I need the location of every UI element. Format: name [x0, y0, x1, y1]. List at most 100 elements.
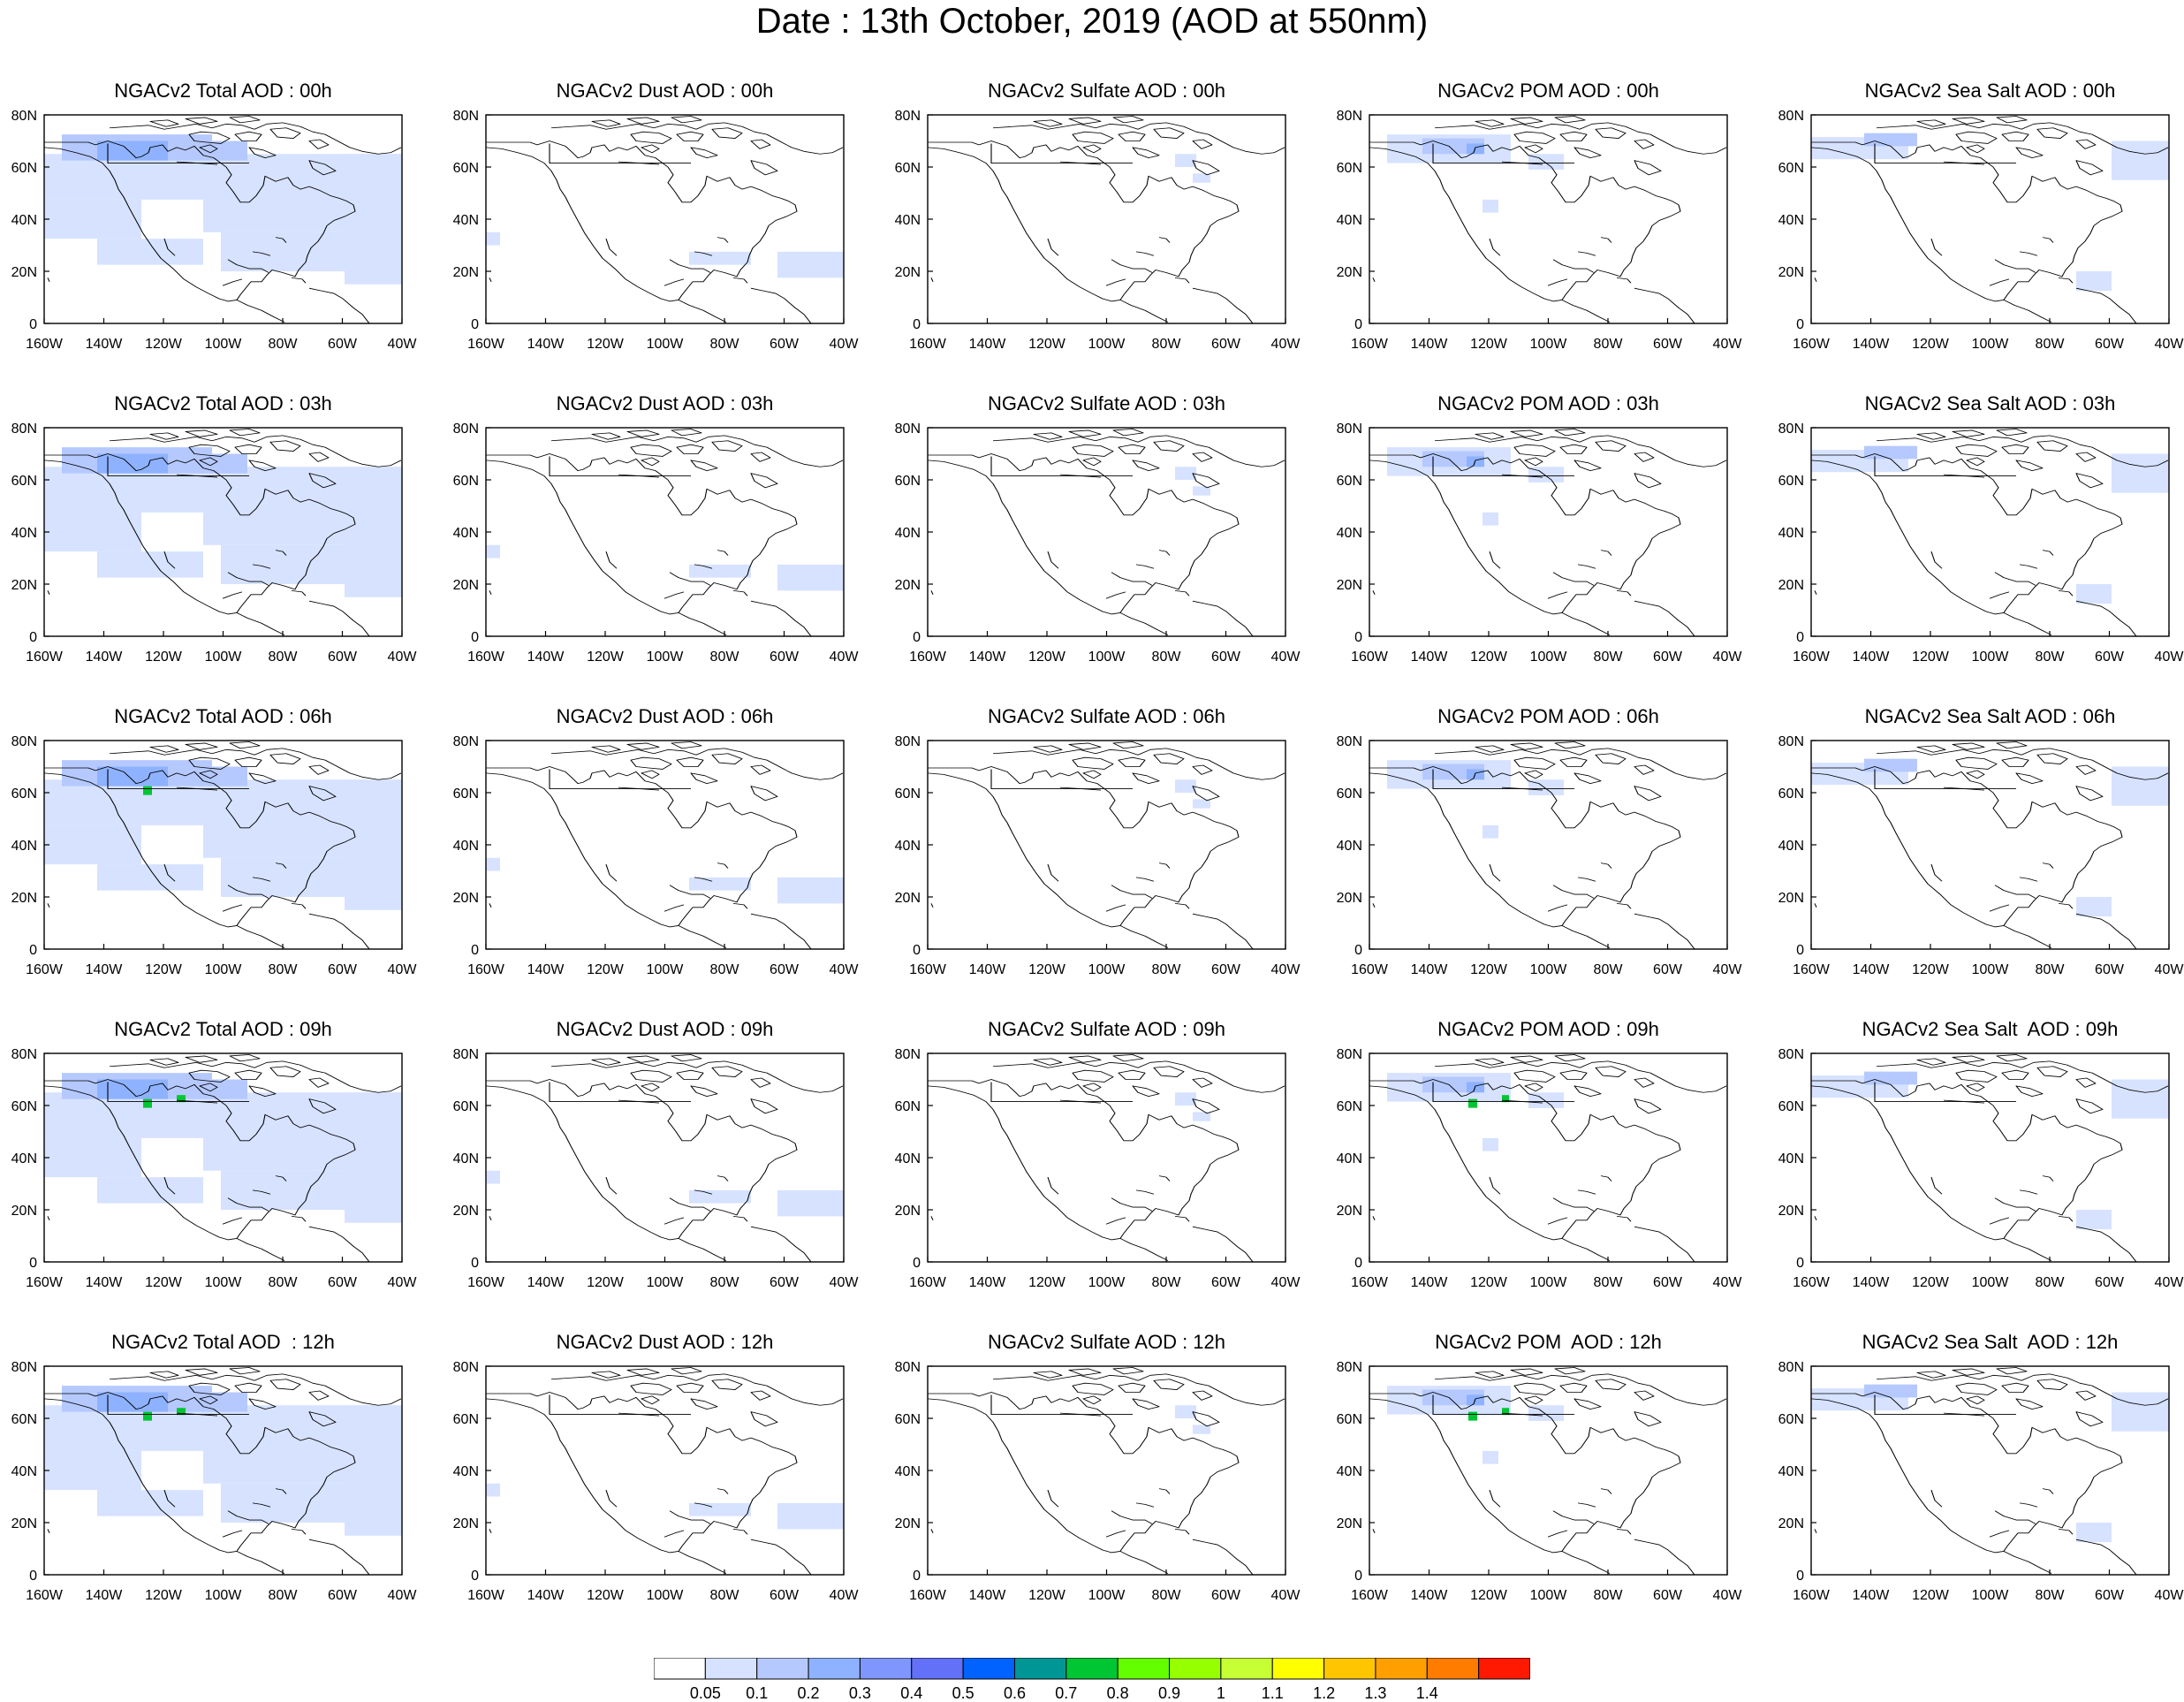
y-tick-label: 0: [1354, 1256, 1362, 1271]
x-tick-label: 160W: [467, 1588, 505, 1603]
aod-hotspot: [177, 1095, 186, 1103]
y-tick-label: 40N: [1778, 1464, 1804, 1479]
x-tick-label: 80W: [710, 337, 740, 352]
panel-title: NGACv2 Sulfate AOD : 09h: [987, 1018, 1226, 1040]
y-tick-label: 80N: [1778, 734, 1804, 749]
panel-title: NGACv2 Dust AOD : 09h: [556, 1018, 774, 1040]
x-tick-label: 160W: [1351, 962, 1389, 977]
aod-shading: [2076, 271, 2112, 292]
y-tick-label: 40N: [1337, 526, 1362, 541]
y-tick-label: 40N: [1778, 839, 1804, 854]
y-tick-label: 60N: [1337, 786, 1362, 802]
panel-title: NGACv2 Dust AOD : 03h: [556, 392, 774, 414]
colorbar-swatch: [704, 1658, 758, 1680]
y-tick-label: 60N: [895, 786, 921, 802]
x-tick-label: 100W: [1088, 1275, 1126, 1290]
aod-shading: [97, 453, 168, 474]
x-tick-label: 60W: [328, 650, 358, 665]
aod-shading: [345, 779, 402, 910]
y-tick-label: 60N: [1778, 161, 1804, 176]
y-tick-label: 80N: [1337, 422, 1362, 437]
y-tick-label: 40N: [895, 213, 921, 228]
coastline: [486, 1366, 844, 1575]
panel-title: NGACv2 Total AOD : 12h: [111, 1331, 335, 1353]
plot-frame: [927, 427, 1286, 637]
x-tick-label: 80W: [1152, 650, 1182, 665]
x-tick-label: 40W: [2155, 1588, 2184, 1603]
x-tick-label: 80W: [269, 962, 299, 977]
map-plot: 80N 60N 40N 20N 0 160W 140W 120W 100W 80W 60W 40W: [895, 1047, 1301, 1290]
y-tick-label: 60N: [1778, 786, 1804, 802]
aod-shading: [2112, 141, 2169, 180]
panel-title: NGACv2 POM AOD : 06h: [1437, 705, 1659, 727]
x-tick-label: 60W: [1653, 1275, 1683, 1290]
aod-shading: [1483, 1137, 1498, 1151]
y-tick-label: 60N: [453, 1412, 479, 1427]
y-tick-label: 60N: [1337, 474, 1362, 489]
map-plot: 80N 60N 40N 20N 0 160W 140W 120W 100W 80W 60W 40W: [1778, 1047, 2184, 1290]
colorbar-swatch: [808, 1658, 861, 1680]
x-tick-label: 140W: [527, 1588, 565, 1603]
x-tick-label: 140W: [527, 337, 565, 352]
map-plot: 80N 60N 40N 20N 0 160W 140W 120W 100W 80W 60W 40W: [1337, 109, 1743, 352]
x-tick-label: 160W: [26, 962, 64, 977]
y-tick-label: 60N: [11, 161, 37, 176]
x-tick-label: 40W: [830, 962, 860, 977]
x-tick-label: 60W: [1653, 650, 1683, 665]
x-tick-label: 80W: [269, 1588, 299, 1603]
colorbar-label: 0.6: [1004, 1684, 1026, 1702]
y-tick-label: 0: [471, 1256, 479, 1271]
x-tick-label: 160W: [26, 337, 64, 352]
map-panel-total-09h: NGACv2 Total AOD : 09h 80N 60N 40N 20N 0 160W 1…: [2, 1018, 439, 1326]
panel-title: NGACv2 Sea Salt AOD : 06h: [1864, 705, 2116, 727]
map-plot: 80N 60N 40N 20N 0 160W 140W 120W 100W 80W 60W 40W: [11, 1047, 418, 1290]
y-tick-label: 0: [29, 1569, 37, 1584]
y-tick-label: 60N: [453, 161, 479, 176]
y-tick-label: 20N: [1778, 1516, 1804, 1531]
x-tick-label: 80W: [2036, 1275, 2066, 1290]
panel-title: NGACv2 Dust AOD : 12h: [556, 1331, 774, 1353]
panel-title: NGACv2 Sea Salt AOD : 09h: [1862, 1018, 2119, 1040]
aod-hotspot: [143, 786, 152, 795]
y-tick-label: 0: [1796, 317, 1804, 332]
x-tick-label: 140W: [1853, 650, 1891, 665]
x-tick-label: 160W: [26, 650, 64, 665]
x-tick-label: 80W: [269, 337, 299, 352]
x-tick-label: 160W: [467, 1275, 505, 1290]
plot-frame: [485, 114, 845, 324]
x-tick-label: 140W: [1411, 962, 1449, 977]
x-tick-label: 60W: [328, 962, 358, 977]
aod-shading: [1528, 1405, 1564, 1421]
y-tick-label: 60N: [1778, 1099, 1804, 1114]
x-tick-label: 120W: [145, 650, 183, 665]
x-tick-label: 140W: [86, 337, 124, 352]
x-tick-label: 140W: [969, 1588, 1007, 1603]
map-panel-pom-09h: NGACv2 POM AOD : 09h 80N 60N 40N 20N 0 160W 140…: [1327, 1018, 1764, 1326]
x-tick-label: 120W: [587, 1588, 625, 1603]
y-tick-label: 40N: [895, 1464, 921, 1479]
x-tick-label: 40W: [1271, 1588, 1301, 1603]
panel-title: NGACv2 Sulfate AOD : 12h: [987, 1331, 1226, 1353]
aod-shading: [97, 864, 203, 891]
x-tick-label: 60W: [2095, 1588, 2125, 1603]
y-tick-label: 40N: [453, 526, 479, 541]
x-tick-label: 140W: [86, 650, 124, 665]
x-tick-label: 100W: [1530, 337, 1568, 352]
map-plot: 80N 60N 40N 20N 0 160W 140W 120W 100W 80W 60W 40W: [1778, 109, 2184, 352]
y-tick-label: 20N: [895, 1516, 921, 1531]
aod-shading: [1193, 173, 1210, 183]
aod-shading: [1483, 824, 1498, 839]
aod-shading: [1175, 154, 1196, 167]
y-tick-label: 80N: [895, 734, 921, 749]
x-tick-label: 40W: [388, 1275, 418, 1290]
plot-frame: [485, 1052, 845, 1263]
map-panel-sulfate-12h: NGACv2 Sulfate AOD : 12h 80N 60N 40N 20N 0 160…: [885, 1331, 1323, 1638]
x-tick-label: 60W: [2095, 650, 2125, 665]
y-tick-label: 80N: [1778, 1047, 1804, 1062]
x-tick-label: 100W: [647, 1588, 685, 1603]
aod-shading: [689, 1502, 751, 1516]
coastline: [928, 1053, 1285, 1262]
x-tick-label: 40W: [830, 1275, 860, 1290]
aod-shading: [186, 766, 247, 786]
y-tick-label: 80N: [11, 109, 37, 124]
